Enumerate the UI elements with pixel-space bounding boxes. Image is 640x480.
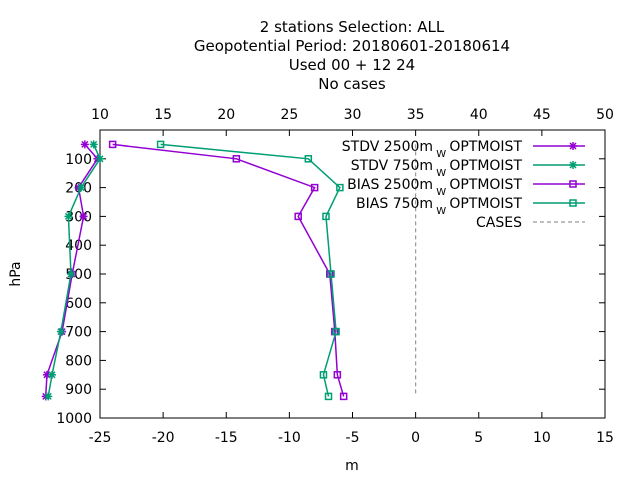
data-point	[108, 140, 117, 149]
series	[41, 140, 417, 401]
data-point	[310, 183, 319, 192]
series-bias-2500m	[108, 140, 348, 401]
legend-entry: STDV 750m W OPTMOIST	[351, 158, 585, 179]
data-point	[232, 155, 241, 163]
data-point	[80, 140, 89, 149]
x-top-tick-label: 40	[470, 107, 488, 123]
data-point	[304, 155, 313, 163]
data-point	[56, 327, 65, 336]
x-bottom-tick-label: -25	[89, 430, 112, 446]
data-point	[294, 212, 302, 221]
series-line	[112, 143, 345, 397]
x-top-tick-label: 50	[596, 107, 614, 123]
data-point	[77, 183, 86, 192]
legend-label: STDV 750m W OPTMOIST	[351, 158, 523, 179]
y-tick-label: 1000	[56, 411, 92, 427]
data-point	[336, 183, 344, 192]
x-bottom-tick-label: -10	[278, 430, 301, 446]
legend-label: STDV 2500m W OPTMOIST	[342, 139, 523, 160]
legend-label: BIAS 2500m W OPTMOIST	[347, 177, 522, 198]
data-point	[64, 212, 73, 221]
x-bottom-tick-label: 5	[474, 430, 483, 446]
y-tick-label: 700	[65, 325, 92, 341]
data-point	[332, 327, 340, 336]
title-line: 2 stations Selection: ALL	[260, 18, 445, 36]
data-point	[89, 140, 98, 149]
x-top-tick-label: 15	[154, 107, 172, 123]
data-point	[79, 212, 88, 221]
legend-entry: BIAS 750m W OPTMOIST	[356, 196, 585, 217]
x-top-tick-label: 45	[533, 107, 551, 123]
data-point	[66, 270, 75, 278]
data-point	[327, 270, 335, 278]
series-line	[160, 143, 341, 397]
data-point	[96, 154, 104, 163]
data-point	[48, 370, 57, 379]
legend-entry: BIAS 2500m W OPTMOIST	[347, 177, 585, 198]
data-point	[44, 392, 53, 401]
data-point	[324, 392, 333, 401]
y-tick-label: 400	[65, 238, 92, 254]
x-bottom-tick-label: -20	[152, 430, 175, 446]
data-point	[322, 212, 330, 221]
x-bottom-tick-label: 0	[411, 430, 420, 446]
x-bottom-tick-label: -15	[215, 430, 238, 446]
legend-label: CASES	[476, 215, 522, 231]
series-line	[47, 144, 101, 397]
y-tick-label: 100	[65, 152, 92, 168]
x-top-tick-label: 25	[280, 107, 298, 123]
title-line: Used 00 + 12 24	[289, 56, 415, 74]
y-axis-label: hPa	[8, 261, 24, 286]
x-top-tick-label: 30	[344, 107, 362, 123]
x-bottom-tick-label: -5	[346, 430, 360, 446]
legend-entry: STDV 2500m W OPTMOIST	[342, 139, 585, 160]
y-tick-label: 900	[65, 382, 92, 398]
data-point	[569, 180, 577, 188]
legend-entry: CASES	[476, 215, 585, 231]
data-point	[339, 392, 348, 401]
y-tick-label: 800	[65, 353, 92, 369]
data-point	[569, 142, 577, 150]
legend-label: BIAS 750m W OPTMOIST	[356, 196, 522, 217]
title-line: No cases	[318, 75, 386, 93]
x-top-tick-label: 20	[217, 107, 235, 123]
series-line	[44, 143, 99, 397]
data-point	[156, 140, 165, 149]
data-point	[569, 161, 577, 169]
x-top-tick-label: 35	[407, 107, 425, 123]
x-bottom-tick-label: 15	[596, 430, 614, 446]
data-point	[569, 199, 577, 207]
axes: -25 -20 -15 -10 -5 0 5 10 15 10 15 20 25 30 35 40 45 50 10…	[56, 107, 614, 446]
y-tick-label: 300	[65, 209, 92, 225]
data-point	[333, 371, 342, 379]
x-axis-label: m	[345, 458, 359, 474]
data-point	[319, 371, 328, 379]
title-line: Geopotential Period: 20180601-20180614	[194, 37, 510, 55]
y-tick-label: 600	[65, 296, 92, 312]
series-stdv-750m	[44, 140, 104, 401]
x-top-tick-label: 10	[91, 107, 109, 123]
x-bottom-tick-label: 10	[533, 430, 551, 446]
series-bias-750m	[156, 140, 344, 401]
